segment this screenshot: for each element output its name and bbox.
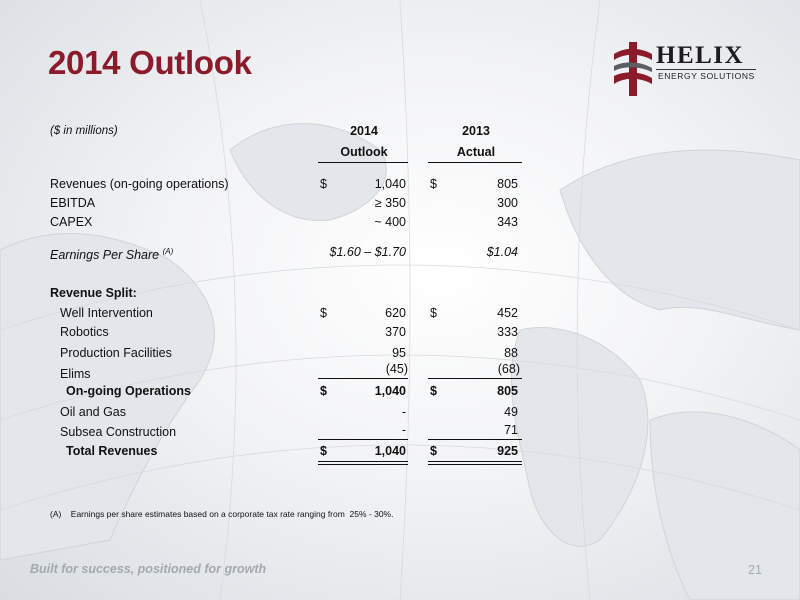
page-number: 21 (748, 563, 762, 577)
currency-sign: $ (430, 177, 437, 191)
revenue-split-heading: Revenue Split: (50, 286, 137, 300)
value-2013-subsea-construction: 71 (504, 423, 518, 437)
value-2014-oil-and-gas: - (401, 405, 406, 419)
helix-emblem-icon (614, 42, 652, 96)
value-2013-production-facilities: 88 (504, 346, 518, 360)
currency-sign: $ (320, 384, 327, 398)
logo-subtitle: ENERGY SOLUTIONS (658, 71, 755, 81)
row-label-capex: CAPEX (50, 215, 93, 229)
value-2013-oil-and-gas: 49 (504, 405, 518, 419)
value-2013-capex: 343 (497, 215, 518, 229)
value-2014-eps: $1.60 – $1.70 (329, 245, 406, 259)
col-2013-underline (428, 162, 522, 163)
col-2014-underline (318, 162, 408, 163)
col-2013-label: Actual (456, 145, 496, 159)
value-2014-subsea-construction: - (401, 423, 406, 437)
logo-name: HELIX (656, 42, 745, 69)
value-2014-robotics: 370 (385, 325, 406, 339)
subtotal-underline-2013 (428, 378, 522, 379)
col-2014-label: Outlook (340, 145, 388, 159)
value-2013-ongoing-operations: 805 (497, 384, 518, 398)
row-label-eps: Earnings Per Share (A) (50, 245, 173, 262)
value-2013-elims: (68) (497, 362, 520, 376)
subtotal-underline-2014 (318, 378, 408, 379)
value-2013-ebitda: 300 (497, 196, 518, 210)
currency-sign: $ (320, 306, 327, 320)
tagline: Built for success, positioned for growth (30, 562, 267, 576)
value-2014-capex: ~ 400 (374, 215, 406, 229)
col-2013-year: 2013 (462, 124, 490, 138)
helix-logo: HELIX ENERGY SOLUTIONS (612, 40, 762, 98)
currency-sign: $ (430, 306, 437, 320)
value-2014-revenues: 1,040 (374, 177, 406, 191)
currency-sign: $ (430, 384, 437, 398)
total-underline-2013 (428, 439, 522, 440)
value-2013-robotics: 333 (497, 325, 518, 339)
row-label-robotics: Robotics (60, 325, 109, 339)
value-2013-revenues: 805 (497, 177, 518, 191)
col-2014-year: 2014 (350, 124, 378, 138)
row-label-well-intervention: Well Intervention (60, 306, 153, 320)
units-note: ($ in millions) (50, 125, 118, 137)
value-2014-ongoing-operations: 1,040 (374, 384, 406, 398)
value-2014-total-revenues: 1,040 (374, 444, 406, 458)
page-title: 2014 Outlook (48, 44, 252, 81)
currency-sign: $ (320, 177, 327, 191)
row-label-elims: Elims (60, 367, 91, 381)
value-2014-ebitda: ≥ 350 (374, 196, 406, 210)
eps-label-text: Earnings Per Share (50, 248, 160, 263)
total-double-underline-2014 (318, 461, 408, 465)
row-label-production-facilities: Production Facilities (60, 346, 172, 360)
value-2014-well-intervention: 620 (385, 306, 406, 320)
value-2014-elims: (45) (385, 362, 408, 376)
row-label-total-revenues: Total Revenues (66, 444, 158, 458)
total-double-underline-2013 (428, 461, 522, 465)
row-label-oil-and-gas: Oil and Gas (60, 405, 127, 419)
value-2013-total-revenues: 925 (497, 444, 518, 458)
logo-divider (656, 69, 756, 70)
value-2013-eps: $1.04 (486, 245, 518, 259)
eps-footnote-marker: (A) (162, 247, 174, 256)
row-label-ongoing-operations: On-going Operations (66, 384, 191, 398)
value-2014-production-facilities: 95 (392, 346, 406, 360)
value-2013-well-intervention: 452 (497, 306, 518, 320)
row-label-ebitda: EBITDA (50, 196, 96, 210)
currency-sign: $ (430, 444, 437, 458)
row-label-revenues: Revenues (on-going operations) (50, 177, 229, 191)
footnote: (A) Earnings per share estimates based o… (50, 509, 394, 519)
row-label-subsea-construction: Subsea Construction (60, 425, 177, 439)
currency-sign: $ (320, 444, 327, 458)
total-underline-2014 (318, 439, 408, 440)
